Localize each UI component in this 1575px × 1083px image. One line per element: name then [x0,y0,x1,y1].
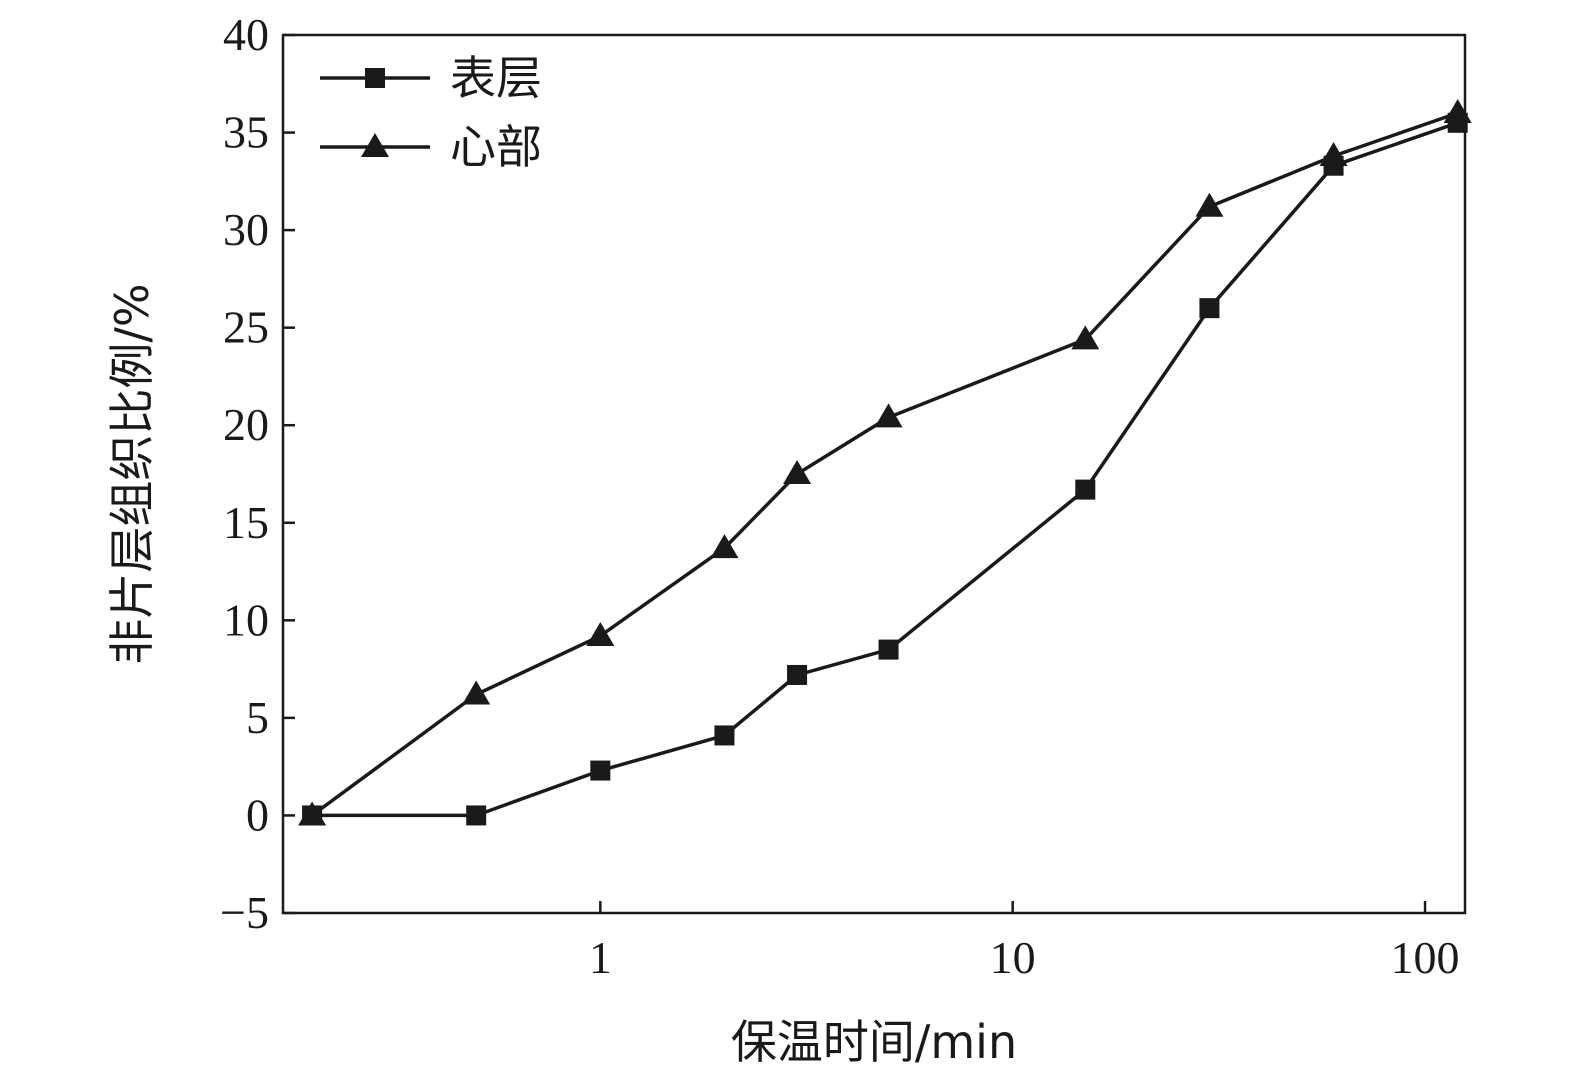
y-axis-title: 非片层组织比例/% [105,283,159,664]
triangle-marker [1071,325,1100,350]
x-axis: 1 10 100 [589,901,1460,983]
y-tick-label: 10 [223,594,269,645]
legend-label: 心部 [450,120,542,174]
y-tick-label: 25 [223,302,269,353]
square-marker [714,725,735,746]
triangle-marker [1443,99,1472,124]
y-tick-label: 35 [223,107,269,158]
square-marker [1075,479,1096,500]
series-line [311,111,1459,817]
y-tick-label: 30 [223,204,269,255]
y-tick-label: 15 [223,497,269,548]
square-marker [590,760,611,781]
triangle-marker [710,534,739,559]
x-tick-label: 1 [589,932,612,983]
x-axis-title: 保温时间/min [731,1015,1017,1069]
y-axis: −5 0 5 10 15 20 25 30 35 40 [220,9,295,938]
plot-frame [281,33,1467,915]
triangle-marker [298,801,327,826]
series-2 [298,99,1472,826]
x-tick-label: 10 [990,932,1036,983]
legend-item: 表层 [320,51,542,105]
y-tick-label: 20 [223,399,269,450]
y-tick-label: 40 [223,9,269,60]
square-marker [1199,298,1220,319]
y-tick-label: −5 [220,887,269,938]
legend-label: 表层 [450,51,542,105]
x-tick-label: 100 [1391,932,1460,983]
triangle-marker [783,460,812,484]
triangle-marker [874,403,903,428]
triangle-marker [586,621,615,646]
legend-item: 心部 [320,120,542,174]
legend-marker [365,68,385,88]
triangle-marker [1195,192,1224,217]
y-tick-label: 0 [246,789,269,840]
triangle-marker [462,680,491,705]
legend-marker [361,133,389,157]
square-marker [466,805,487,826]
series-1 [302,112,1468,826]
series-line [312,121,1459,818]
series-layer [298,99,1472,826]
y-tick-label: 5 [246,692,269,743]
square-marker [787,664,808,685]
triangle-marker [1319,141,1348,166]
square-marker [878,639,899,660]
